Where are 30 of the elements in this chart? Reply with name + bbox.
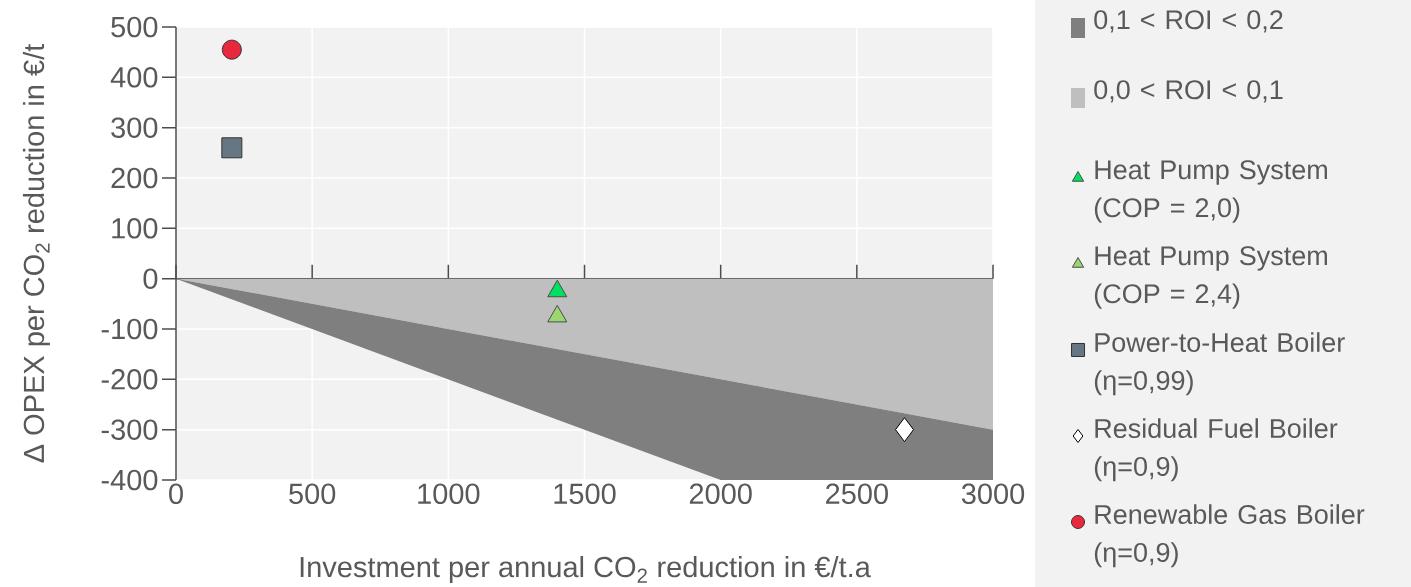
x-axis-title: Investment per annual CO$_{2}$ reduction in €/t.a [300,556,871,584]
y-tick-label: 200 [111,167,158,189]
legend-label: Renewable Gas Boiler (η=0,9) [1094,504,1365,568]
point [547,304,568,323]
legend-label: Heat Pump System (COP = 2,0) [1094,160,1327,223]
y-tick-label: -400 [101,469,158,491]
y-tick-label: 100 [112,218,158,239]
legend-label: Power-to-Heat Boiler (η=0,99) [1094,332,1345,396]
legend-label: Residual Fuel Boiler (η=0,9) [1094,418,1338,482]
y-tick-label: -200 [101,369,158,390]
x-tick-label: 0 [169,483,183,505]
legend-label: Heat Pump System (COP = 2,4) [1094,246,1327,309]
x-tick-label: 500 [289,483,336,505]
legend-label: 0,0 < ROI < 0,1 [1094,80,1283,103]
x-tick-label: 1000 [418,483,480,505]
x-tick-label: 1500 [554,483,616,505]
y-axis-title: Δ OPEX per CO$_{2}$ reduction in €/t [22,43,50,463]
x-tick-label: 2000 [689,483,752,505]
legend-label: 0,1 < ROI < 0,2 [1094,10,1283,33]
point [547,279,568,298]
x-tick-label: 2500 [826,483,888,505]
y-tick-label: 300 [111,117,158,138]
y-tick-label: -100 [101,318,158,340]
y-tick-label: 400 [110,67,158,88]
y-tick-label: 0 [143,268,158,289]
y-tick-label: -300 [101,419,158,440]
point [221,39,242,60]
x-tick-label: 3000 [961,483,1025,505]
y-tick-label: 500 [111,16,158,38]
point [221,137,243,159]
